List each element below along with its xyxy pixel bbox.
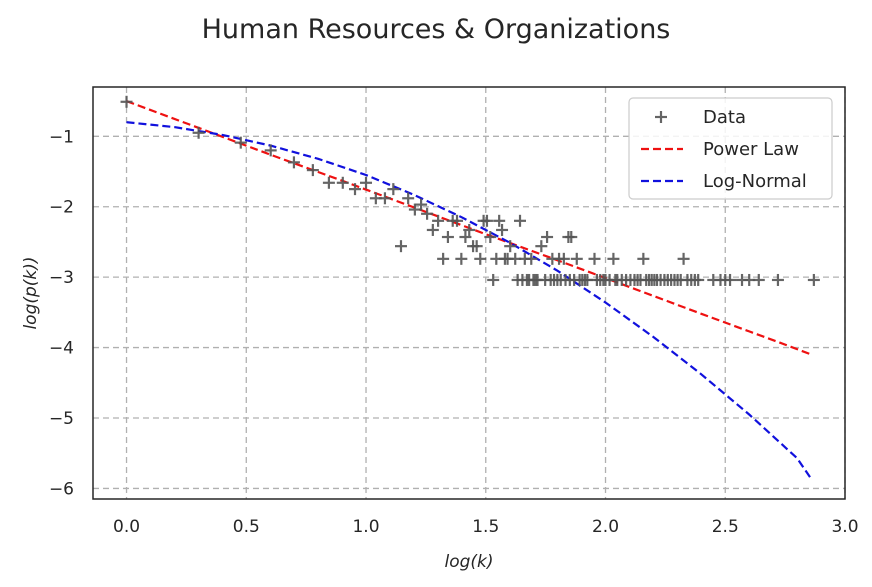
- x-tick-label: 2.5: [712, 517, 739, 537]
- data-point: [394, 240, 407, 253]
- y-tick-label: −6: [49, 479, 74, 499]
- data-point: [455, 252, 468, 265]
- data-point: [463, 223, 476, 236]
- data-point: [336, 176, 349, 189]
- data-point: [496, 223, 509, 236]
- legend-label: Power Law: [703, 139, 799, 160]
- data-point: [287, 156, 300, 169]
- data-point: [535, 240, 548, 253]
- legend-marker: [655, 111, 667, 123]
- legend-item: Log-Normal: [641, 171, 807, 192]
- data-point: [541, 231, 554, 244]
- series-line-log-normal: [126, 121, 813, 480]
- data-point: [514, 214, 527, 227]
- data-point: [459, 231, 472, 244]
- data-point: [441, 231, 454, 244]
- data-point: [378, 192, 391, 205]
- data-point: [264, 144, 277, 157]
- x-tick-label: 2.0: [592, 517, 619, 537]
- data-point: [437, 252, 450, 265]
- x-tick-label: 1.5: [472, 517, 499, 537]
- data-point: [752, 273, 765, 286]
- y-tick-label: −4: [49, 339, 74, 359]
- legend-box: [628, 97, 833, 200]
- data-point: [570, 252, 583, 265]
- data-point: [192, 126, 205, 139]
- data-point: [234, 136, 247, 149]
- data-point: [807, 273, 820, 286]
- data-point: [557, 252, 570, 265]
- x-tick-label: 1.0: [352, 517, 379, 537]
- data-point: [474, 252, 487, 265]
- plot-frame: [92, 86, 846, 500]
- data-point: [360, 176, 373, 189]
- legend: Data Power Law Log-Normal: [628, 97, 833, 200]
- data-point: [451, 214, 464, 227]
- data-point: [484, 231, 497, 244]
- data-point: [480, 214, 493, 227]
- y-tick-label: −3: [49, 268, 74, 288]
- data-point: [349, 183, 362, 196]
- data-point: [306, 164, 319, 177]
- x-tick-label: 3.0: [831, 517, 858, 537]
- y-tick-label: −5: [49, 409, 74, 429]
- x-axis-label: log(k): [444, 552, 493, 572]
- data-point: [421, 207, 434, 220]
- data-point: [588, 252, 601, 265]
- data-point: [565, 231, 578, 244]
- data-point: [692, 273, 705, 286]
- legend-item: Data: [655, 107, 746, 128]
- data-point: [432, 214, 445, 227]
- data-point: [607, 252, 620, 265]
- plot-area: [120, 95, 820, 480]
- data-point: [470, 240, 483, 253]
- data-point: [504, 240, 517, 253]
- data-point: [402, 192, 415, 205]
- y-tick-label: −1: [49, 127, 74, 147]
- data-point: [525, 252, 538, 265]
- data-point: [493, 214, 506, 227]
- chart-title: Human Resources & Organizations: [202, 14, 671, 45]
- y-axis-label: log(p(k)): [21, 256, 41, 329]
- x-tick-label: 0.5: [233, 517, 260, 537]
- series-line-power-law: [126, 100, 812, 356]
- data-point: [771, 273, 784, 286]
- data-point: [724, 273, 737, 286]
- data-point: [426, 223, 439, 236]
- data-point: [387, 183, 400, 196]
- x-axis: 0.0 0.5 1.0 1.5 2.0 2.5 3.0: [113, 517, 859, 537]
- data-point: [120, 95, 133, 108]
- x-tick-label: 0.0: [113, 517, 140, 537]
- data-point: [677, 252, 690, 265]
- y-tick-label: −2: [49, 198, 74, 218]
- data-point: [637, 252, 650, 265]
- data-point: [322, 176, 335, 189]
- data-point: [415, 198, 428, 211]
- data-point: [408, 203, 421, 216]
- legend-item: Power Law: [641, 139, 799, 160]
- legend-label: Log-Normal: [703, 171, 807, 192]
- legend-label: Data: [703, 107, 746, 128]
- data-point: [487, 273, 500, 286]
- y-axis: −1 −2 −3 −4 −5 −6: [49, 127, 74, 499]
